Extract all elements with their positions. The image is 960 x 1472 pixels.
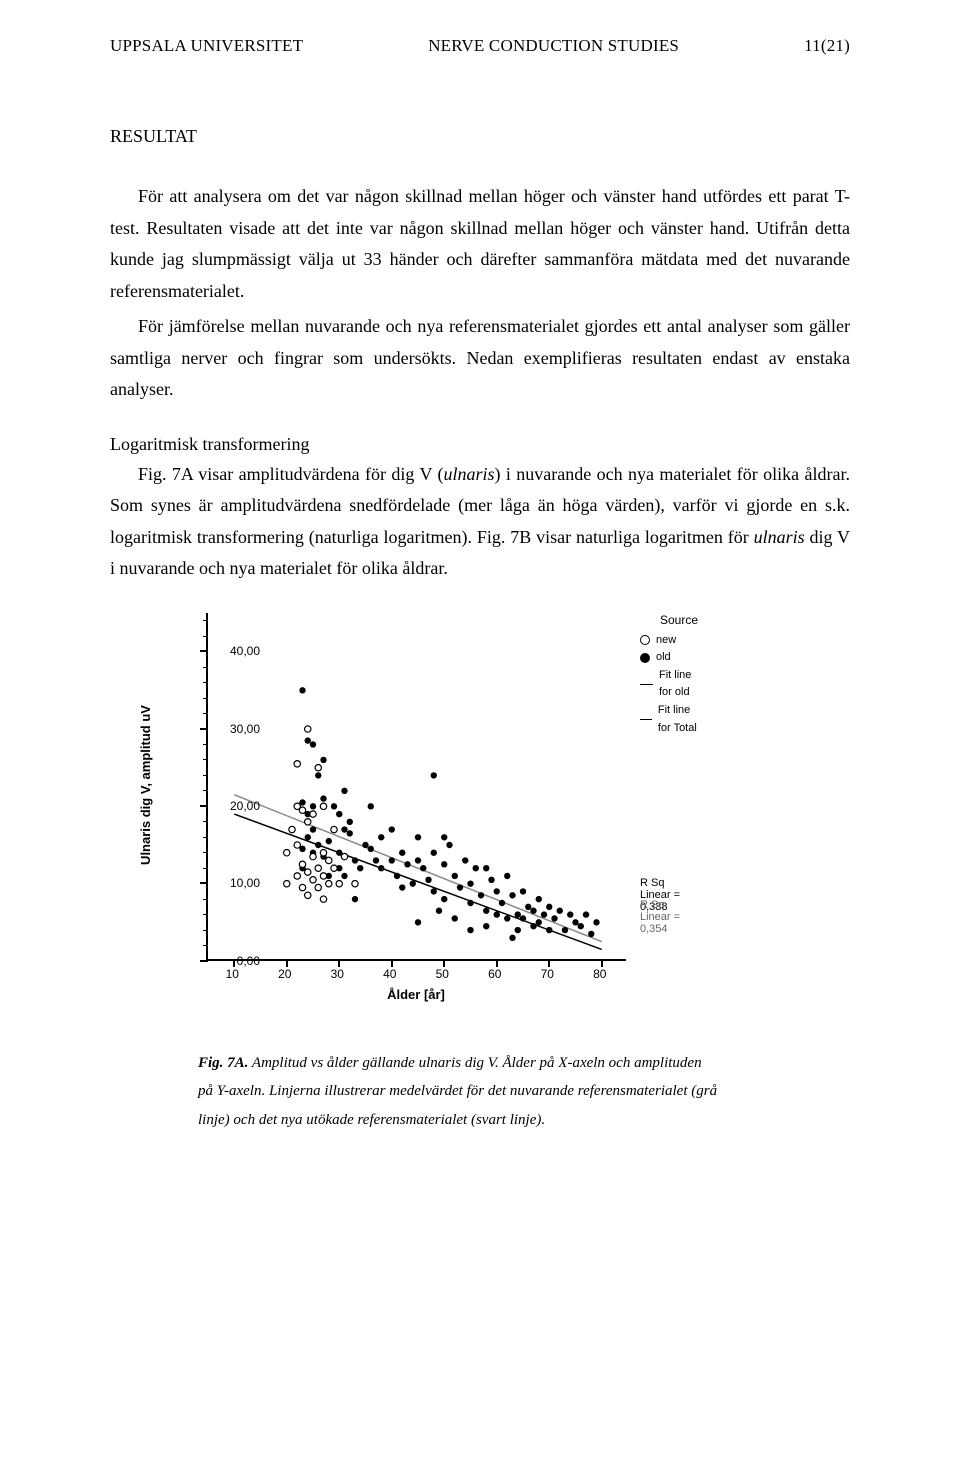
x-tick-label: 40 <box>383 967 396 981</box>
legend-line-icon <box>640 719 652 720</box>
y-tick-label: 30,00 <box>230 722 260 736</box>
x-axis-title: Ålder [år] <box>387 987 445 1002</box>
legend-label-old: old <box>656 649 671 667</box>
legend-label-new: new <box>656 632 676 650</box>
section-heading: RESULTAT <box>110 126 850 147</box>
legend-label-fit-old: Fit line for old <box>659 667 698 702</box>
legend-row-old: old <box>640 649 698 667</box>
subheading-log: Logaritmisk transformering <box>110 434 850 455</box>
p3-a: Fig. 7A visar amplitudvärdena för dig V … <box>138 464 444 484</box>
page-header: UPPSALA UNIVERSITET NERVE CONDUCTION STU… <box>110 36 850 56</box>
p3-d: ulnaris <box>754 527 805 547</box>
scatter-chart: Ulnaris dig V, amplitud uV Ålder [år] So… <box>130 605 690 1035</box>
x-tick-label: 50 <box>436 967 449 981</box>
paragraph-1: För att analysera om det var någon skill… <box>110 181 850 307</box>
legend-label-fit-total: Fit line for Total <box>658 702 698 737</box>
p3-b: ulnaris <box>444 464 495 484</box>
legend-row-new: new <box>640 632 698 650</box>
y-tick-label: 40,00 <box>230 644 260 658</box>
header-left: UPPSALA UNIVERSITET <box>110 36 303 56</box>
x-tick-label: 30 <box>331 967 344 981</box>
x-tick-label: 60 <box>488 967 501 981</box>
y-tick-label: 20,00 <box>230 799 260 813</box>
rsq-2: R Sq Linear = 0,354 <box>640 899 690 935</box>
header-right: 11(21) <box>804 36 850 56</box>
legend-line-icon <box>640 684 653 685</box>
legend-title: Source <box>660 611 698 630</box>
x-tick-label: 70 <box>541 967 554 981</box>
x-tick-label: 20 <box>278 967 291 981</box>
scatter-svg <box>208 613 628 961</box>
caption-text: Amplitud vs ålder gällande ulnaris dig V… <box>198 1055 717 1128</box>
figure-caption: Fig. 7A. Amplitud vs ålder gällande ulna… <box>198 1049 718 1135</box>
header-center: NERVE CONDUCTION STUDIES <box>428 36 679 56</box>
y-tick-label: 0,00 <box>237 954 260 968</box>
y-tick-label: 10,00 <box>230 876 260 890</box>
x-tick-label: 80 <box>593 967 606 981</box>
legend-marker-open-icon <box>640 635 650 645</box>
paragraph-3: Fig. 7A visar amplitudvärdena för dig V … <box>110 459 850 585</box>
plot-frame <box>206 613 626 961</box>
caption-label: Fig. 7A. <box>198 1055 248 1071</box>
legend-row-fit-total: Fit line for Total <box>640 702 698 737</box>
legend-row-fit-old: Fit line for old <box>640 667 698 702</box>
x-tick-label: 10 <box>226 967 239 981</box>
y-axis-title: Ulnaris dig V, amplitud uV <box>138 705 153 865</box>
legend-marker-solid-icon <box>640 653 650 663</box>
chart-legend: Source new old Fit line for old Fit line… <box>640 611 698 738</box>
paragraph-2: För jämförelse mellan nuvarande och nya … <box>110 311 850 406</box>
